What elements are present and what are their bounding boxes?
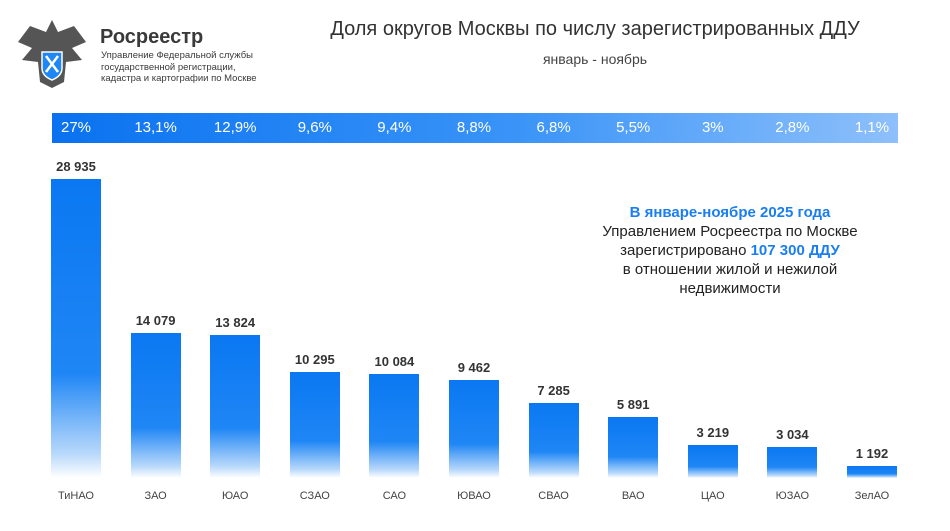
brand-subtitle: Управление Федеральной службы государств…: [101, 50, 257, 84]
share-label: 13,1%: [134, 119, 177, 136]
share-label: 8,8%: [456, 119, 492, 136]
data-label: 1 192: [855, 445, 889, 461]
x-tick-label: ЗелАО: [854, 490, 890, 502]
share-label: 12,9%: [213, 119, 257, 136]
bar: [51, 179, 101, 478]
note-line: Управлением Росреестра по Москве: [602, 223, 858, 240]
bar: [767, 446, 818, 478]
data-label: 3 034: [776, 426, 809, 442]
share-label: 6,8%: [536, 119, 571, 136]
note-highlight: 107 300 ДДУ: [750, 242, 840, 259]
note-line: зарегистрировано 107 300 ДДУ: [570, 241, 890, 260]
note-text: зарегистрировано: [620, 242, 751, 259]
rosreestr-emblem-icon: [18, 20, 86, 88]
bar: [847, 465, 897, 478]
share-label: 1,1%: [854, 119, 890, 136]
x-tick-label: ЗАО: [144, 490, 167, 502]
share-label: 3%: [701, 119, 724, 136]
data-label: 28 935: [56, 159, 96, 174]
x-tick-label: ЦАО: [700, 490, 725, 502]
share-label: 27%: [60, 119, 92, 136]
data-label: 9 462: [457, 360, 491, 376]
share-label: 9,6%: [297, 119, 332, 136]
bar: [130, 332, 181, 478]
data-label: 14 079: [135, 312, 176, 328]
bar: [369, 373, 420, 478]
note-line: в отношении жилой и нежилой: [622, 261, 838, 278]
bar: [608, 417, 659, 478]
x-tick-label: ТиНАО: [58, 490, 94, 502]
x-tick-label: САО: [382, 490, 407, 502]
summary-note: В январе-ноябре 2025 года Управлением Ро…: [570, 203, 890, 298]
note-line: недвижимости: [679, 280, 781, 297]
data-label: 10 084: [374, 353, 415, 369]
data-label: 7 285: [537, 382, 570, 398]
note-line: В январе-ноябре 2025 года: [629, 204, 831, 221]
bar: [449, 380, 499, 478]
data-label: 10 295: [294, 351, 335, 367]
shares-band: [52, 113, 898, 143]
chart-subtitle: январь - ноябрь: [542, 51, 648, 67]
data-label: 3 219: [696, 424, 730, 440]
data-label: 13 824: [215, 315, 256, 331]
x-tick-label: ЮЗАО: [775, 490, 810, 502]
bar: [289, 371, 340, 478]
x-tick-label: ЮАО: [221, 490, 249, 502]
data-label: 5 891: [616, 397, 650, 413]
x-tick-label: СВАО: [538, 490, 569, 502]
share-label: 5,5%: [616, 119, 651, 136]
bar: [687, 444, 738, 478]
share-label: 9,4%: [377, 119, 412, 136]
bar: [210, 335, 261, 478]
share-label: 2,8%: [775, 119, 810, 136]
x-tick-label: ВАО: [621, 490, 645, 502]
x-tick-label: ЮВАО: [457, 490, 491, 502]
brand-name: Росреестр: [100, 26, 204, 48]
chart-title: Доля округов Москвы по числу зарегистрир…: [330, 18, 860, 40]
bar: [528, 402, 579, 478]
x-tick-label: СЗАО: [299, 490, 330, 502]
